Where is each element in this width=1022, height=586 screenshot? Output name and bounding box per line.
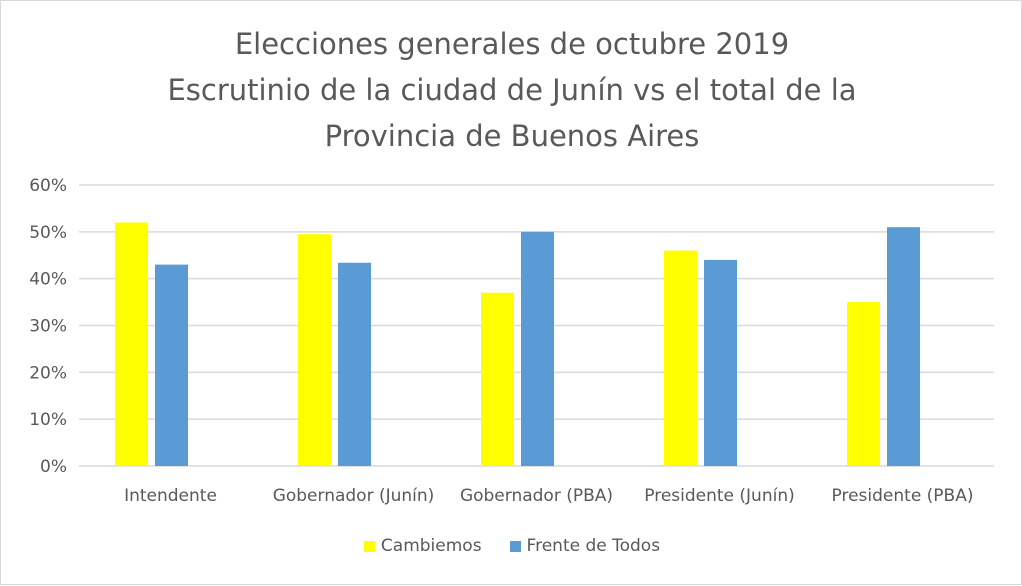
- bar-cambiemos: [298, 234, 331, 466]
- y-tick-label: 60%: [29, 176, 67, 196]
- bar-frente-de-todos: [704, 259, 737, 466]
- x-tick-label: Gobernador (PBA): [460, 486, 613, 506]
- legend-label: Cambiemos: [380, 536, 482, 556]
- bar-cambiemos: [847, 302, 880, 466]
- legend: Cambiemos Frente de Todos: [1, 536, 1022, 556]
- y-tick-label: 10%: [29, 410, 67, 430]
- bar-frente-de-todos: [887, 227, 920, 466]
- x-tick-label: Intendente: [124, 486, 217, 506]
- bar-cambiemos: [481, 292, 514, 466]
- x-tick-label: Gobernador (Junín): [273, 486, 435, 506]
- bar-cambiemos: [115, 222, 148, 466]
- y-tick-label: 30%: [29, 317, 67, 337]
- legend-label: Frente de Todos: [526, 536, 661, 556]
- bar-frente-de-todos: [155, 264, 188, 466]
- chart-title-line-3: Provincia de Buenos Aires: [324, 119, 700, 153]
- legend-item-frente-de-todos: Frente de Todos: [509, 536, 661, 556]
- y-tick-label: 40%: [29, 270, 67, 290]
- y-tick-label: 20%: [29, 363, 67, 383]
- chart-title-line-1: Elecciones generales de octubre 2019: [234, 27, 790, 61]
- y-tick-label: 50%: [29, 223, 67, 243]
- x-tick-label: Presidente (PBA): [832, 486, 974, 506]
- chart-title-line-2: Escrutinio de la ciudad de Junín vs el t…: [167, 73, 857, 107]
- x-tick-label: Presidente (Junín): [644, 486, 795, 506]
- bar-frente-de-todos: [521, 231, 554, 466]
- legend-item-cambiemos: Cambiemos: [363, 536, 482, 556]
- legend-swatch: [509, 540, 521, 552]
- legend-swatch: [363, 540, 375, 552]
- bar-cambiemos: [664, 250, 697, 466]
- bar-frente-de-todos: [338, 262, 371, 466]
- y-tick-label: 0%: [40, 457, 67, 477]
